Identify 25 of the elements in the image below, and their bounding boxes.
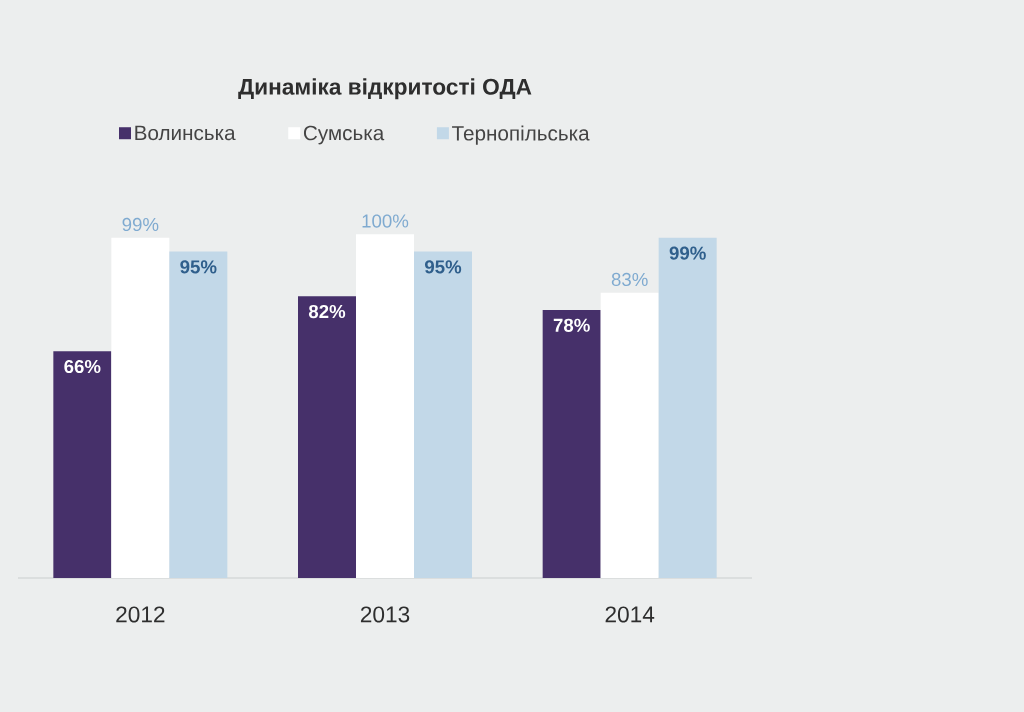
bar <box>169 251 228 578</box>
bar <box>414 251 472 578</box>
data-label: 100% <box>362 214 409 228</box>
bar <box>298 296 356 578</box>
data-label: 66% <box>64 359 101 374</box>
data-label: 82% <box>308 304 346 319</box>
bar <box>356 234 415 578</box>
data-label: 99% <box>122 217 159 232</box>
legend-label: Сумська <box>303 125 385 145</box>
x-tick-label: 2012 <box>116 606 165 623</box>
data-label: 95% <box>180 260 217 274</box>
bar <box>542 309 601 578</box>
data-label: 83% <box>611 272 648 287</box>
x-tick-label: 2013 <box>360 606 410 623</box>
legend-label: Тернопільська <box>452 125 590 145</box>
data-label: 99% <box>669 246 706 260</box>
bar <box>600 292 659 578</box>
x-tick-label: 2014 <box>605 606 655 623</box>
bar <box>111 237 170 578</box>
bar <box>53 351 112 578</box>
data-label: 95% <box>424 260 462 274</box>
legend-label: Волинська <box>135 125 236 141</box>
bar <box>658 237 717 578</box>
data-label: 78% <box>553 318 590 332</box>
chart-title: Динаміка відкритості ОДА <box>238 78 532 100</box>
